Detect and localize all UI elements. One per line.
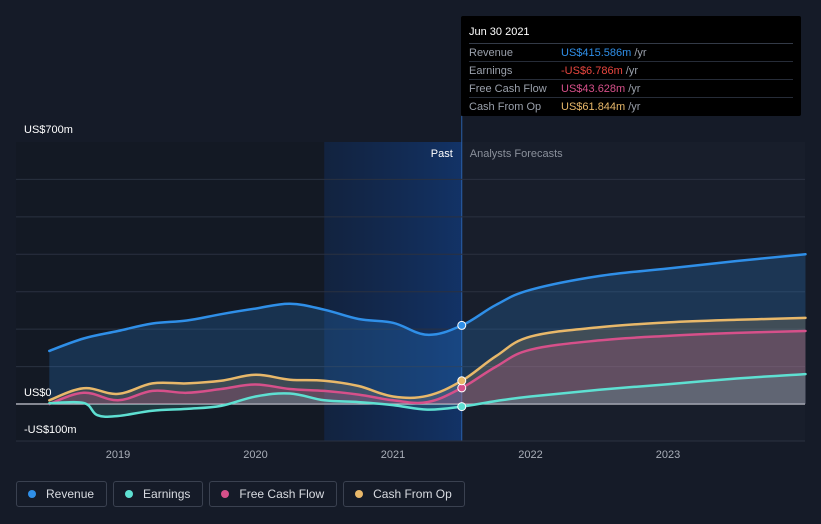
earnings-area: [49, 374, 806, 417]
free-cash-flow-area: [49, 331, 806, 404]
tooltip-value: US$415.586m: [561, 47, 632, 59]
cash-from-op-line: [48, 316, 807, 402]
revenue-line: [48, 253, 807, 353]
legend-label: Revenue: [46, 487, 95, 501]
tooltip-unit: /yr: [628, 83, 641, 95]
past-label: Past: [431, 148, 453, 160]
earnings-dot-icon: [125, 490, 134, 498]
tooltip-row-revenue: Revenue US$415.586m /yr: [469, 44, 793, 62]
tooltip-label: Cash From Op: [469, 101, 542, 113]
revenue-highlight-point: [457, 320, 467, 330]
legend-item-earnings[interactable]: Earnings: [113, 481, 204, 507]
tooltip-row-cash-from-op: Cash From Op US$61.844m /yr: [469, 98, 793, 115]
x-tick-label: 2021: [381, 449, 405, 461]
y-label-zero: US$0: [24, 387, 52, 399]
x-tick-label: 2022: [518, 449, 542, 461]
x-tick-label: 2023: [656, 449, 680, 461]
legend-item-cash-from-op[interactable]: Cash From Op: [343, 481, 465, 507]
revenue-area: [49, 254, 806, 404]
y-label-top: US$700m: [24, 124, 73, 136]
cash-from-op-highlight-point: [457, 376, 467, 386]
tooltip-row-earnings: Earnings -US$6.786m /yr: [469, 62, 793, 80]
legend-label: Earnings: [143, 487, 191, 501]
x-tick-label: 2020: [243, 449, 267, 461]
free-cash-flow-line: [48, 329, 807, 406]
tooltip-label: Free Cash Flow: [469, 83, 547, 95]
tooltip-unit: /yr: [625, 65, 638, 77]
legend-item-revenue[interactable]: Revenue: [16, 481, 108, 507]
legend-label: Cash From Op: [373, 487, 452, 501]
legend-item-free-cash-flow[interactable]: Free Cash Flow: [209, 481, 338, 507]
tooltip-row-free-cash-flow: Free Cash Flow US$43.628m /yr: [469, 80, 793, 98]
tooltip-unit: /yr: [628, 101, 641, 113]
earnings-highlight-point: [457, 402, 467, 412]
tooltip-value: US$43.628m: [561, 83, 626, 95]
tooltip-label: Earnings: [469, 65, 513, 77]
legend-label: Free Cash Flow: [239, 487, 325, 501]
cash-from-op-dot-icon: [355, 490, 364, 498]
forecast-label: Analysts Forecasts: [470, 148, 563, 160]
y-label-bottom: -US$100m: [24, 424, 77, 436]
tooltip-label: Revenue: [469, 47, 514, 59]
legend: Revenue Earnings Free Cash Flow Cash Fro…: [16, 481, 465, 507]
earnings-line: [48, 372, 807, 419]
free-cash-flow-dot-icon: [221, 490, 230, 498]
tooltip-unit: /yr: [634, 47, 647, 59]
tooltip-value: -US$6.786m: [561, 65, 623, 77]
tooltip: Jun 30 2021 Revenue US$415.586m /yr Earn…: [461, 16, 801, 116]
x-tick-label: 2019: [106, 449, 130, 461]
revenue-dot-icon: [28, 490, 36, 498]
tooltip-date: Jun 30 2021: [469, 24, 793, 44]
tooltip-value: US$61.844m: [561, 101, 626, 113]
